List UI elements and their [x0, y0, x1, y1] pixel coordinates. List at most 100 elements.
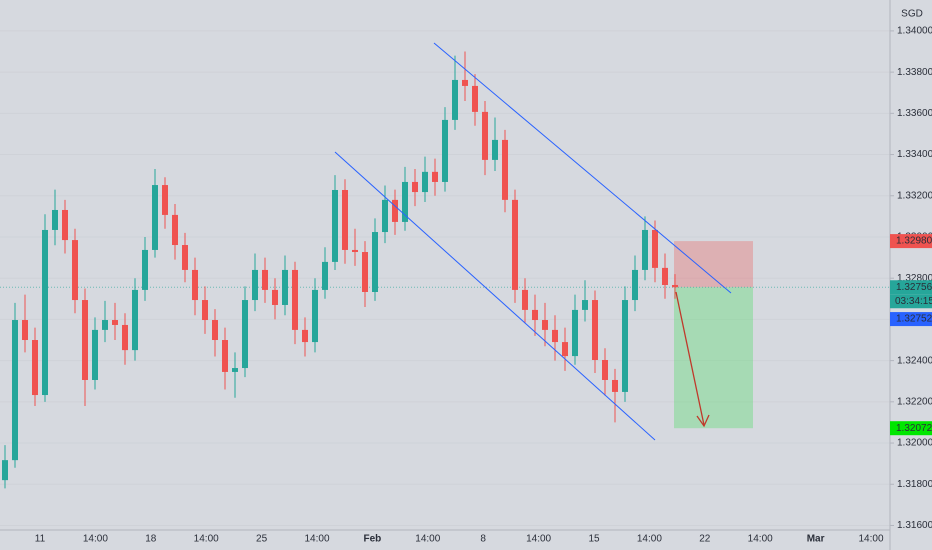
x-tick-label: 14:00: [637, 534, 662, 545]
x-tick-label: 14:00: [194, 534, 219, 545]
candle-body: [182, 245, 188, 270]
candle-body: [662, 267, 668, 285]
currency-label: SGD: [901, 9, 923, 20]
candle-body: [472, 85, 478, 112]
candle-body: [452, 79, 458, 120]
candle-body: [632, 269, 638, 301]
candle-body: [542, 320, 548, 330]
projection-arrow: [675, 291, 710, 428]
candle-body: [282, 269, 288, 305]
candle-body: [382, 199, 388, 233]
stop-tag-bg: [890, 234, 932, 249]
y-tick-label: 1.33800: [897, 67, 932, 78]
candle-body: [242, 300, 248, 369]
candle-body: [142, 249, 148, 290]
candle-body: [342, 189, 348, 250]
candles: [2, 51, 678, 489]
countdown: 03:34:15: [895, 296, 932, 307]
y-tick-label: 1.32400: [897, 355, 932, 366]
candle-body: [592, 300, 598, 360]
candle-body: [432, 171, 438, 182]
candle-body: [412, 181, 418, 193]
candle-body: [652, 229, 658, 268]
risk-zone: [674, 241, 753, 288]
candle-body: [422, 171, 428, 193]
candle-body: [582, 300, 588, 310]
candle-body: [62, 209, 68, 241]
candle-body: [372, 232, 378, 292]
x-tick-label: 14:00: [526, 534, 551, 545]
candle-body: [192, 269, 198, 301]
candle-body: [262, 269, 268, 290]
target-tag-bg: [890, 421, 932, 436]
candle-body: [552, 329, 558, 343]
candle-body: [442, 119, 448, 182]
candle-body: [612, 379, 618, 392]
candle-body: [512, 199, 518, 290]
candle-body: [172, 214, 178, 246]
x-tick-label: 14:00: [83, 534, 108, 545]
x-tick-label: 14:00: [415, 534, 440, 545]
bid-tag-bg: [890, 312, 932, 327]
position-zones: [0, 241, 890, 429]
candle-body: [252, 269, 258, 301]
candle-body: [232, 368, 238, 372]
candle-body: [532, 309, 538, 321]
candle-body: [322, 261, 328, 290]
candle-body: [332, 189, 338, 262]
candle-body: [402, 181, 408, 222]
y-tick-label: 1.33200: [897, 190, 932, 201]
x-tick-label: Feb: [364, 534, 382, 545]
y-tick-label: 1.31800: [897, 479, 932, 490]
candle-body: [602, 359, 608, 380]
candle-body: [12, 320, 18, 461]
y-tick-label: 1.32000: [897, 438, 932, 449]
x-tick-label: 14:00: [304, 534, 329, 545]
candle-body: [102, 320, 108, 330]
candle-body: [272, 289, 278, 305]
target-tag: 1.32072: [896, 423, 932, 434]
candle-body: [642, 229, 648, 270]
candle-body: [72, 240, 78, 301]
y-tick-label: 1.32200: [897, 396, 932, 407]
y-tick-label: 1.32800: [897, 273, 932, 284]
candle-body: [562, 342, 568, 357]
lower-trendline: [334, 151, 656, 441]
candle-body: [312, 289, 318, 343]
upper-trendline: [433, 42, 732, 294]
x-tick-label: 8: [480, 534, 486, 545]
candle-body: [302, 329, 308, 343]
last-price-tag: 1.32756: [896, 282, 932, 293]
candle-body: [392, 199, 398, 222]
candle-body: [482, 111, 488, 160]
candle-body: [152, 185, 158, 250]
candle-body: [352, 249, 358, 253]
x-tick-label: 25: [256, 534, 268, 545]
candle-body: [92, 329, 98, 380]
x-tick-label: Mar: [807, 534, 825, 545]
candle-body: [292, 269, 298, 330]
reward-zone: [674, 287, 753, 429]
candle-body: [462, 79, 468, 86]
x-tick-label: 22: [699, 534, 711, 545]
x-tick-label: 14:00: [858, 534, 883, 545]
candle-body: [362, 252, 368, 292]
price-axis: 1.340001.338001.336001.334001.332001.330…: [890, 26, 932, 531]
candle-body: [42, 229, 48, 396]
candle-body: [122, 324, 128, 351]
candle-body: [502, 139, 508, 200]
y-tick-label: 1.33600: [897, 108, 932, 119]
x-tick-label: 14:00: [748, 534, 773, 545]
y-tick-label: 1.34000: [897, 26, 932, 37]
x-tick-label: 15: [588, 534, 600, 545]
last-price-tag-bg: [890, 280, 932, 295]
candle-body: [162, 185, 168, 215]
candle-body: [32, 340, 38, 396]
candle-body: [132, 289, 138, 351]
bid-tag: 1.32752: [896, 314, 932, 325]
x-tick-label: 11: [35, 534, 46, 545]
candle-body: [212, 320, 218, 341]
candle-body: [2, 460, 8, 481]
